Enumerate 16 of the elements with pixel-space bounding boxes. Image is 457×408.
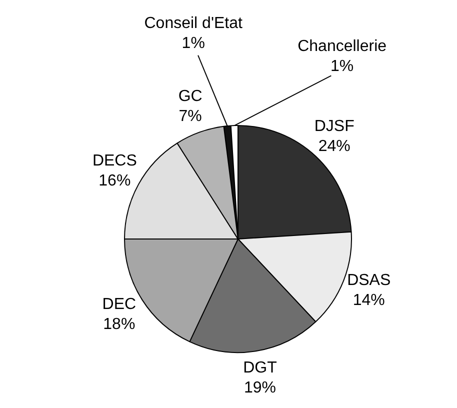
data-label: 14% [352, 292, 385, 310]
slice-label: DSAS [347, 272, 391, 290]
slice-label: DGT [243, 359, 278, 376]
data-label: 18% [103, 316, 136, 333]
slice-label: Conseil d'Etat [144, 15, 244, 32]
data-label: 1% [182, 35, 205, 52]
data-label: 1% [330, 58, 354, 76]
slice-label: GC [178, 88, 202, 105]
slice-label: DEC [102, 296, 136, 313]
slice-label: DJSF [314, 118, 355, 135]
slice-label: Chancellerie [298, 38, 387, 56]
slice-label: DECS [92, 152, 137, 170]
data-label: 19% [244, 379, 276, 396]
data-label: 24% [318, 138, 350, 155]
data-label: 7% [178, 108, 202, 125]
data-label: 16% [98, 172, 131, 190]
